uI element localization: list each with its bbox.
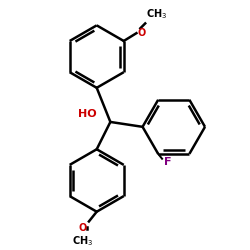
Text: HO: HO	[78, 109, 97, 119]
Text: CH$_3$: CH$_3$	[72, 234, 94, 248]
Text: O: O	[138, 28, 146, 38]
Text: O: O	[79, 224, 87, 234]
Text: F: F	[164, 157, 172, 167]
Text: CH$_3$: CH$_3$	[146, 8, 167, 22]
